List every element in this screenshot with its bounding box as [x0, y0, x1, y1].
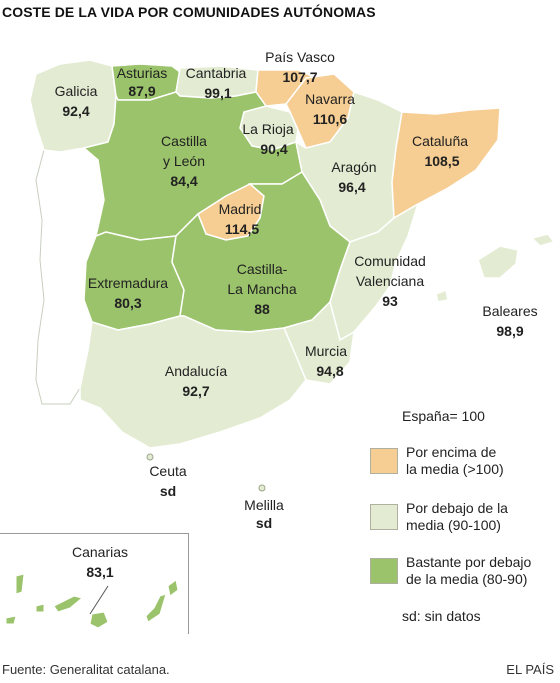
- label-melilla: Melilla: [244, 497, 284, 513]
- map-title: COSTE DE LA VIDA POR COMUNIDADES AUTÓNOM…: [2, 4, 376, 20]
- value-canarias: 83,1: [86, 564, 114, 580]
- region-shape-baleares-mallorca[interactable]: [477, 245, 519, 279]
- value-asturias: 87,9: [128, 83, 155, 99]
- legend-label-above-1: Por encima de: [406, 444, 497, 460]
- legend-label-above-2: la media (>100): [406, 461, 504, 477]
- region-shape-melilla[interactable]: [258, 484, 266, 492]
- label-castilla-leon-2: y León: [163, 153, 205, 169]
- label-andalucia: Andalucía: [165, 363, 227, 379]
- legend-swatch-above: [370, 448, 398, 474]
- label-canarias: Canarias: [71, 544, 129, 560]
- region-labels: Galicia 92,4 Asturias 87,9 Cantabria 99,…: [55, 49, 538, 399]
- legend-label-below-2: media (90-100): [406, 517, 501, 533]
- region-shape-ceuta[interactable]: [146, 453, 154, 461]
- value-navarra: 110,6: [313, 111, 347, 127]
- legend-label-well-below-2: de la media (80-90): [406, 571, 528, 587]
- value-clm: 88: [254, 301, 270, 317]
- value-murcia: 94,8: [316, 363, 343, 379]
- canarias-islands: [5, 573, 179, 629]
- source-note: Fuente: Generalitat catalana.: [2, 662, 170, 677]
- island-la-gomera: [35, 603, 45, 613]
- value-castilla-leon: 84,4: [170, 173, 197, 189]
- legend-label-well-below-1: Bastante por debajo: [406, 554, 532, 570]
- canarias-inset: Canarias 83,1: [0, 533, 189, 634]
- value-cantabria: 99,1: [204, 85, 231, 101]
- value-cataluna: 108,5: [424, 153, 459, 169]
- label-extremadura: Extremadura: [88, 275, 168, 291]
- legend-item-well-below: Bastante por debajo de la media (80-90): [370, 554, 560, 588]
- value-pais-vasco: 107,7: [282, 69, 317, 85]
- label-ceuta: Ceuta: [149, 463, 187, 479]
- legend-label-below-1: Por debajo de la: [406, 500, 508, 516]
- label-aragon: Aragón: [331, 159, 376, 175]
- island-gran-canaria: [89, 611, 109, 629]
- island-la-palma: [15, 573, 25, 595]
- legend-swatch-well-below: [370, 558, 398, 584]
- label-cataluna: Cataluña: [412, 133, 468, 149]
- label-castilla-leon-1: Castilla: [161, 133, 207, 149]
- value-extremadura: 80,3: [114, 295, 141, 311]
- label-asturias: Asturias: [117, 65, 168, 81]
- label-navarra: Navarra: [305, 91, 355, 107]
- legend-label-above: Por encima de la media (>100): [406, 444, 504, 478]
- value-melilla: sd: [255, 515, 273, 531]
- region-shape-cataluna[interactable]: [391, 107, 501, 220]
- value-baleares: 98,9: [496, 323, 523, 339]
- label-murcia: Murcia: [305, 343, 347, 359]
- value-aragon: 96,4: [338, 179, 365, 195]
- island-fuerteventura: [145, 593, 167, 623]
- value-galicia: 92,4: [62, 103, 89, 119]
- value-andalucia: 92,7: [182, 383, 209, 399]
- label-valenciana-2: Valenciana: [356, 273, 424, 289]
- legend-note: España= 100: [402, 408, 485, 424]
- region-shape-baleares-menorca[interactable]: [530, 233, 556, 247]
- label-clm-1: Castilla-: [237, 261, 288, 277]
- credit: EL PAÍS: [506, 662, 554, 677]
- value-la-rioja: 90,4: [260, 141, 287, 157]
- label-pais-vasco: País Vasco: [265, 49, 335, 65]
- label-cantabria: Cantabria: [186, 65, 247, 81]
- island-el-hierro: [5, 615, 17, 625]
- label-galicia: Galicia: [55, 83, 98, 99]
- legend-nodata: sd: sin datos: [402, 608, 481, 624]
- island-lanzarote: [167, 579, 179, 597]
- legend-label-below: Por debajo de la media (90-100): [406, 500, 508, 534]
- legend-item-above: Por encima de la media (>100): [370, 444, 560, 478]
- value-valenciana: 93: [382, 293, 398, 309]
- canarias-leader-line: [89, 585, 109, 615]
- region-shape-andalucia[interactable]: [79, 315, 307, 449]
- legend-label-well-below: Bastante por debajo de la media (80-90): [406, 554, 531, 588]
- label-la-rioja: La Rioja: [242, 121, 294, 137]
- label-clm-2: La Mancha: [227, 281, 296, 297]
- value-madrid: 114,5: [225, 221, 259, 237]
- label-valenciana-1: Comunidad: [354, 253, 426, 269]
- legend-swatch-below: [370, 504, 398, 530]
- legend-item-below: Por debajo de la media (90-100): [370, 500, 560, 534]
- value-ceuta: sd: [159, 483, 177, 499]
- region-shape-baleares-ibiza[interactable]: [435, 288, 449, 303]
- spain-map: Galicia 92,4 Asturias 87,9 Cantabria 99,…: [29, 49, 556, 492]
- island-tenerife: [53, 595, 84, 613]
- label-baleares: Baleares: [482, 303, 537, 319]
- label-madrid: Madrid: [219, 201, 262, 217]
